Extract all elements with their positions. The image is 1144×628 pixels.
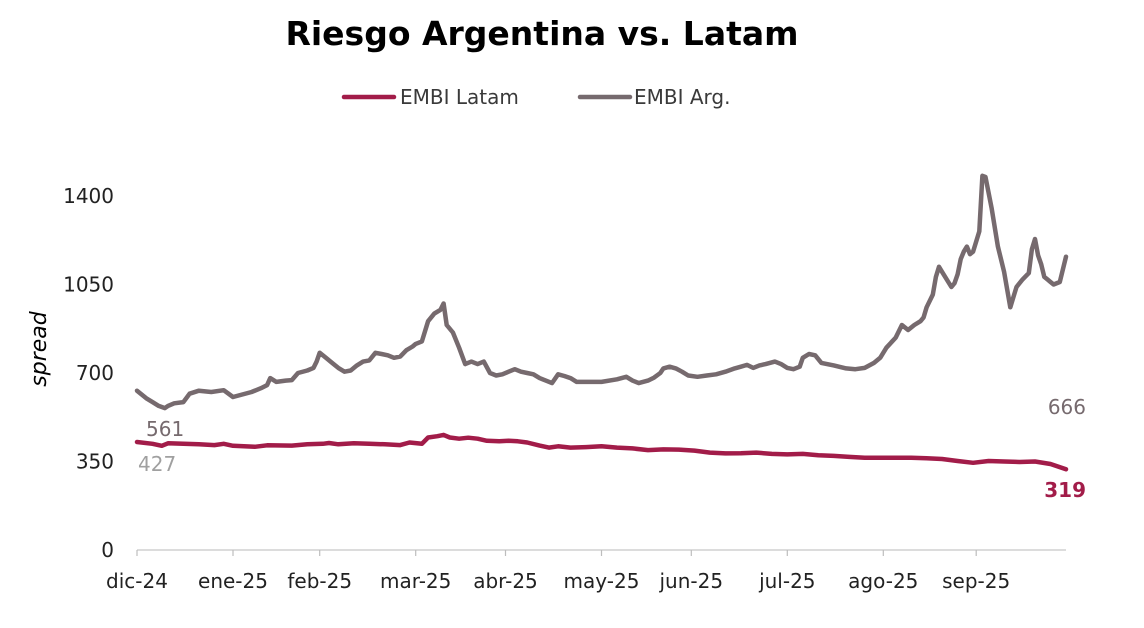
annotations: 561 427 666 319 xyxy=(138,395,1086,502)
legend: EMBI Latam EMBI Arg. xyxy=(341,85,730,109)
y-tick-label: 350 xyxy=(76,450,114,474)
x-axis: dic-24 ene-25 feb-25 mar-25 abr-25 may-25 jun-… xyxy=(106,549,1066,593)
y-axis: 0 350 700 1050 1400 xyxy=(63,184,114,562)
y-tick-label: 700 xyxy=(76,361,114,385)
x-tick-label: ene-25 xyxy=(198,569,268,593)
y-tick-label: 1400 xyxy=(63,184,114,208)
x-tick-label: feb-25 xyxy=(287,569,352,593)
y-axis-label: spread xyxy=(27,310,52,386)
data-label-561: 561 xyxy=(146,417,184,441)
data-label-666: 666 xyxy=(1048,395,1086,419)
chart-title: Riesgo Argentina vs. Latam xyxy=(285,14,798,53)
x-tick-label: sep-25 xyxy=(942,569,1010,593)
y-tick-label: 1050 xyxy=(63,273,114,297)
data-label-427: 427 xyxy=(138,452,176,476)
y-tick-label: 0 xyxy=(101,538,114,562)
legend-label-embi-latam: EMBI Latam xyxy=(400,85,519,109)
x-tick-label: mar-25 xyxy=(380,569,451,593)
x-tick-label: ago-25 xyxy=(848,569,918,593)
x-tick-label: may-25 xyxy=(564,569,640,593)
series-line-embi-latam xyxy=(134,432,1069,472)
x-tick-label: jul-25 xyxy=(758,569,815,593)
legend-label-embi-arg: EMBI Arg. xyxy=(634,85,730,109)
series-line-embi-arg xyxy=(134,173,1069,411)
x-tick-label: jun-25 xyxy=(659,569,724,593)
series-layer xyxy=(134,173,1069,472)
x-tick-label: abr-25 xyxy=(473,569,538,593)
data-label-319: 319 xyxy=(1044,478,1086,502)
x-tick-label: dic-24 xyxy=(106,569,168,593)
